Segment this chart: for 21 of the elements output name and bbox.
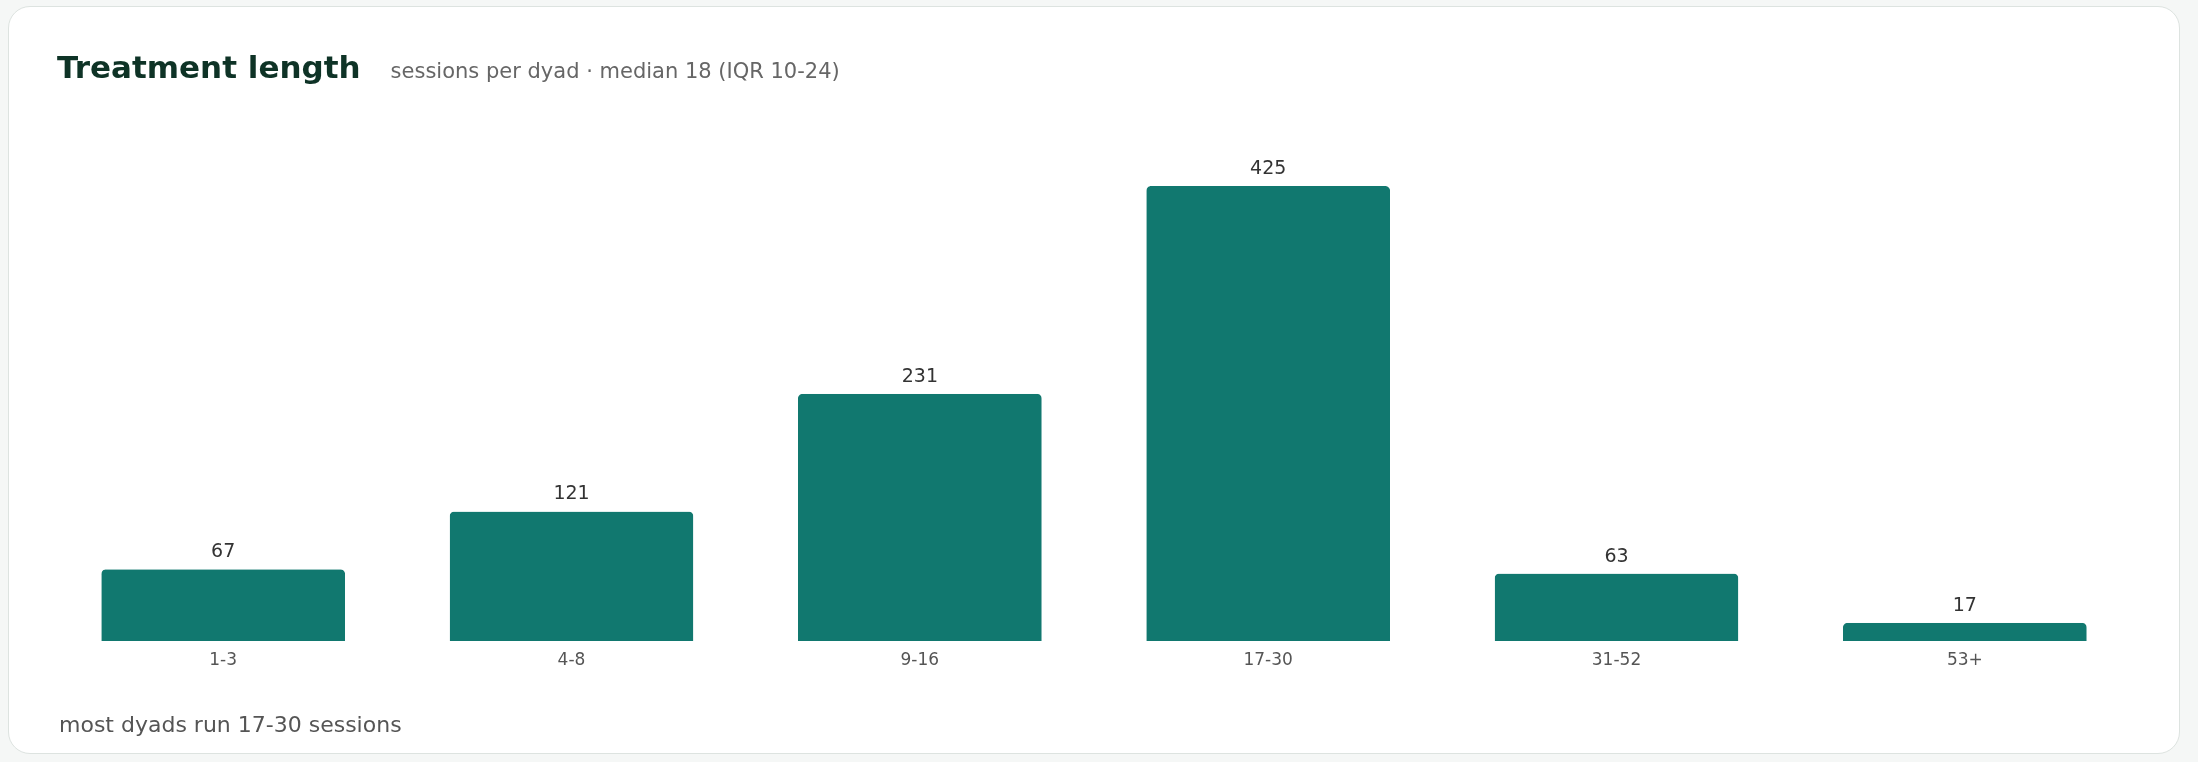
- bar: [1842, 622, 2087, 641]
- bar: [1146, 186, 1391, 641]
- x-tick-label: 17-30: [1243, 648, 1293, 669]
- chart-title: Treatment length: [57, 49, 361, 85]
- x-tick-label: 4-8: [557, 648, 586, 669]
- bar: [797, 393, 1042, 641]
- data-label: 67: [211, 539, 236, 562]
- data-label: 121: [553, 481, 590, 504]
- bar: [101, 569, 346, 641]
- data-label: 17: [1952, 592, 1977, 615]
- x-tick-label: 9-16: [900, 648, 940, 669]
- chart-subtitle: sessions per dyad · median 18 (IQR 10-24): [390, 59, 840, 83]
- data-label: 425: [1250, 156, 1287, 178]
- x-tick-label: 1-3: [209, 648, 238, 669]
- bar: [449, 511, 694, 641]
- data-label: 231: [901, 363, 938, 386]
- x-tick-label: 31-52: [1591, 648, 1642, 669]
- data-label: 63: [1604, 543, 1629, 566]
- x-tick-label: 53+: [1946, 648, 1983, 669]
- bar: [1494, 573, 1739, 641]
- text: most dyads run 17-30 sessions: [59, 712, 402, 737]
